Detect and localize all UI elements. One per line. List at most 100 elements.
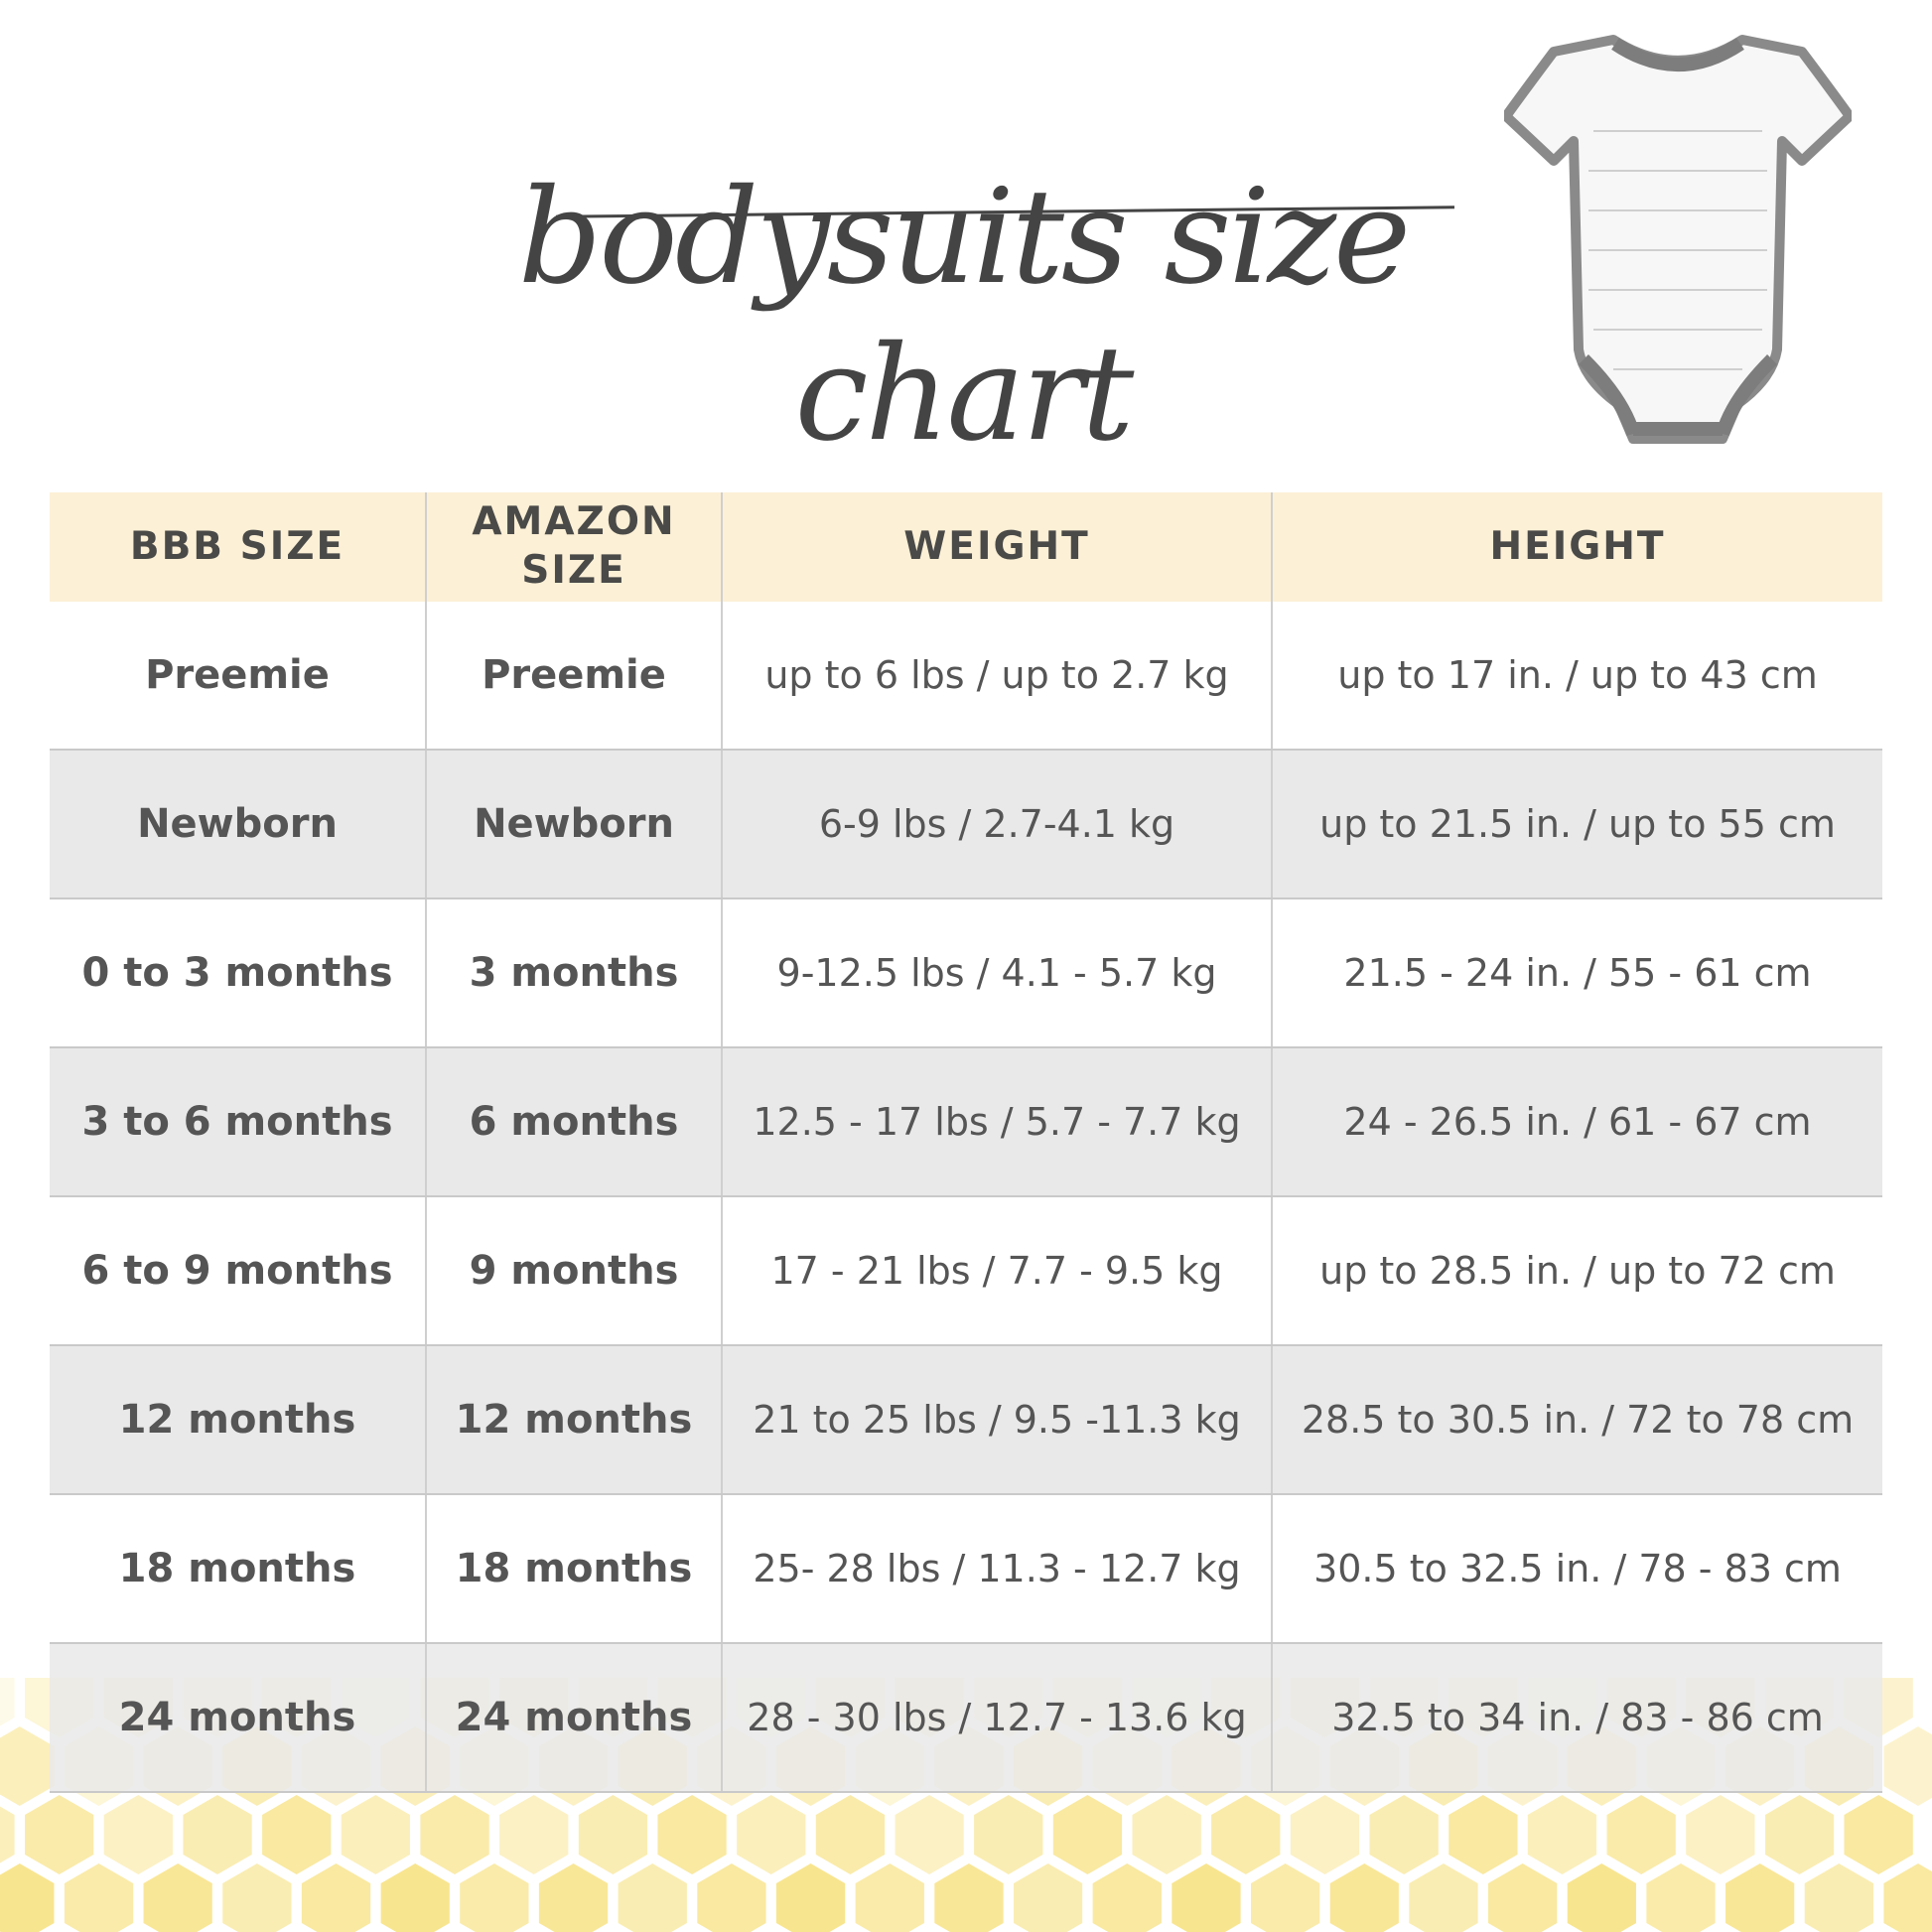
weight-cell: 21 to 25 lbs / 9.5 -11.3 kg (721, 1345, 1272, 1495)
table-row: 3 to 6 months 6 months 12.5 - 17 lbs / 5.7… (50, 1047, 1882, 1197)
honeycomb-cell (1764, 1795, 1835, 1874)
table-row: Newborn Newborn 6-9 lbs / 2.7-4.1 kg up to … (50, 750, 1882, 899)
table-header-row: BBB SIZE AMAZON SIZE WEIGHT HEIGHT (50, 492, 1882, 602)
honeycomb-cell (775, 1863, 846, 1932)
amazon-size-cell: 9 months (425, 1196, 722, 1346)
honeycomb-cell (64, 1863, 134, 1932)
amazon-size-cell: 6 months (425, 1047, 722, 1197)
honeycomb-cell (341, 1795, 410, 1874)
honeycomb-cell (1527, 1795, 1597, 1874)
honeycomb-cell (1567, 1863, 1636, 1932)
honeycomb-cell (1172, 1863, 1241, 1932)
weight-cell: 6-9 lbs / 2.7-4.1 kg (721, 750, 1272, 899)
honeycomb-cell (25, 1795, 94, 1874)
height-cell: 28.5 to 30.5 in. / 72 to 78 cm (1271, 1345, 1882, 1495)
honeycomb-cell (618, 1863, 687, 1932)
honeycomb-cell (815, 1795, 886, 1874)
honeycomb-cell (1646, 1863, 1716, 1932)
header-weight: WEIGHT (721, 492, 1272, 602)
honeycomb-cell (301, 1863, 371, 1932)
honeycomb-cell (1014, 1863, 1083, 1932)
bodysuit-icon (1504, 35, 1852, 444)
table-row: Preemie Preemie up to 6 lbs / up to 2.7 kg… (50, 602, 1882, 751)
honeycomb-cell (1883, 1726, 1932, 1806)
bbb-size-cell: Preemie (50, 602, 426, 751)
honeycomb-cell (0, 1863, 55, 1932)
honeycomb-cell (1686, 1795, 1755, 1874)
height-cell: 30.5 to 32.5 in. / 78 - 83 cm (1271, 1494, 1882, 1644)
height-cell: up to 21.5 in. / up to 55 cm (1271, 750, 1882, 899)
honeycomb-cell (1052, 1795, 1123, 1874)
honeycomb-cell (697, 1863, 766, 1932)
bbb-size-cell: 18 months (50, 1494, 426, 1644)
bbb-size-cell: 24 months (50, 1643, 426, 1793)
height-cell: 21.5 - 24 in. / 55 - 61 cm (1271, 898, 1882, 1048)
height-cell: up to 17 in. / up to 43 cm (1271, 602, 1882, 751)
honeycomb-cell (895, 1795, 964, 1874)
honeycomb-cell (0, 1726, 55, 1806)
table-row: 24 months 24 months 28 - 30 lbs / 12.7 - 1… (50, 1643, 1882, 1793)
bbb-size-cell: 6 to 9 months (50, 1196, 426, 1346)
table-row: 18 months 18 months 25- 28 lbs / 11.3 - 12… (50, 1494, 1882, 1644)
honeycomb-cell (934, 1863, 1004, 1932)
weight-cell: 25- 28 lbs / 11.3 - 12.7 kg (721, 1494, 1272, 1644)
honeycomb-cell (499, 1795, 569, 1874)
honeycomb-cell (103, 1795, 173, 1874)
amazon-size-cell: 12 months (425, 1345, 722, 1495)
honeycomb-cell (1329, 1863, 1399, 1932)
bbb-size-cell: 0 to 3 months (50, 898, 426, 1048)
honeycomb-cell (855, 1863, 924, 1932)
honeycomb-cell (0, 1678, 15, 1726)
honeycomb-cell (1132, 1795, 1201, 1874)
honeycomb-cell (578, 1795, 647, 1874)
weight-cell: 28 - 30 lbs / 12.7 - 13.6 kg (721, 1643, 1272, 1793)
amazon-size-cell: 24 months (425, 1643, 722, 1793)
amazon-size-cell: 18 months (425, 1494, 722, 1644)
size-chart-table: BBB SIZE AMAZON SIZE WEIGHT HEIGHT Preem… (50, 492, 1882, 1793)
bbb-size-cell: 3 to 6 months (50, 1047, 426, 1197)
honeycomb-cell (0, 1806, 15, 1863)
honeycomb-cell (143, 1863, 212, 1932)
honeycomb-cell (1844, 1795, 1913, 1874)
honeycomb-cell (1290, 1795, 1360, 1874)
weight-cell: 12.5 - 17 lbs / 5.7 - 7.7 kg (721, 1047, 1272, 1197)
table-row: 12 months 12 months 21 to 25 lbs / 9.5 -11… (50, 1345, 1882, 1495)
honeycomb-cell (1251, 1863, 1320, 1932)
bbb-size-cell: 12 months (50, 1345, 426, 1495)
honeycomb-cell (460, 1863, 529, 1932)
header-bbb-size: BBB SIZE (50, 492, 426, 602)
honeycomb-cell (538, 1863, 609, 1932)
bbb-size-cell: Newborn (50, 750, 426, 899)
honeycomb-cell (1725, 1863, 1795, 1932)
honeycomb-cell (657, 1795, 727, 1874)
header-amazon-size: AMAZON SIZE (425, 492, 722, 602)
honeycomb-cell (1092, 1863, 1162, 1932)
honeycomb-cell (1488, 1863, 1558, 1932)
honeycomb-cell (737, 1795, 806, 1874)
table-row: 6 to 9 months 9 months 17 - 21 lbs / 7.7 -… (50, 1196, 1882, 1346)
amazon-size-cell: Preemie (425, 602, 722, 751)
honeycomb-cell (974, 1795, 1043, 1874)
honeycomb-cell (1883, 1863, 1932, 1932)
honeycomb-cell (1409, 1863, 1478, 1932)
amazon-size-cell: Newborn (425, 750, 722, 899)
honeycomb-cell (1449, 1795, 1518, 1874)
honeycomb-cell (262, 1795, 332, 1874)
height-cell: 32.5 to 34 in. / 83 - 86 cm (1271, 1643, 1882, 1793)
header-height: HEIGHT (1271, 492, 1882, 602)
weight-cell: 9-12.5 lbs / 4.1 - 5.7 kg (721, 898, 1272, 1048)
weight-cell: up to 6 lbs / up to 2.7 kg (721, 602, 1272, 751)
height-cell: up to 28.5 in. / up to 72 cm (1271, 1196, 1882, 1346)
honeycomb-cell (222, 1863, 292, 1932)
weight-cell: 17 - 21 lbs / 7.7 - 9.5 kg (721, 1196, 1272, 1346)
honeycomb-cell (1606, 1795, 1676, 1874)
honeycomb-cell (1369, 1795, 1439, 1874)
honeycomb-cell (183, 1795, 252, 1874)
table-row: 0 to 3 months 3 months 9-12.5 lbs / 4.1 - … (50, 898, 1882, 1048)
amazon-size-cell: 3 months (425, 898, 722, 1048)
honeycomb-cell (1211, 1795, 1281, 1874)
honeycomb-cell (380, 1863, 450, 1932)
honeycomb-cell (1804, 1863, 1873, 1932)
height-cell: 24 - 26.5 in. / 61 - 67 cm (1271, 1047, 1882, 1197)
honeycomb-cell (420, 1795, 489, 1874)
